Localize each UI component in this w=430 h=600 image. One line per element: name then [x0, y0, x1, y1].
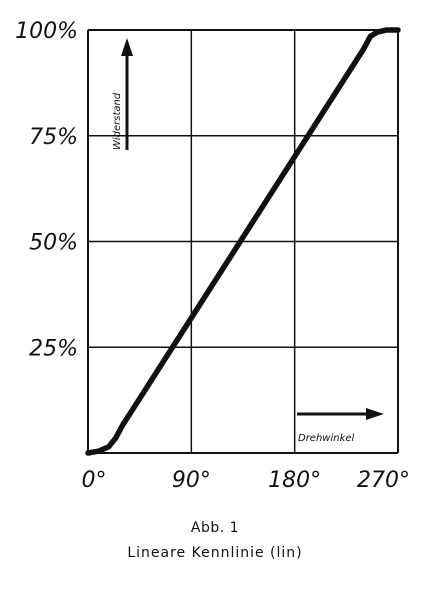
x-axis-arrow-head [366, 408, 384, 420]
x-tick-label: 90° [172, 468, 211, 493]
y-tick-label: 100% [15, 19, 78, 44]
grid [87, 29, 399, 454]
x-tick-labels: 0° 90° 180° 270° [82, 468, 411, 493]
x-axis-label: Drehwinkel [298, 433, 355, 444]
y-axis-label-group: Widerstand [112, 38, 133, 150]
curve-line [85, 27, 401, 456]
x-tick-label: 180° [268, 468, 321, 493]
y-axis-label: Widerstand [112, 92, 123, 150]
x-tick-label: 0° [82, 468, 107, 493]
y-tick-label: 25% [29, 336, 78, 361]
y-tick-labels: 25% 50% 75% 100% [15, 19, 78, 361]
figure-number: Abb. 1 [190, 520, 240, 536]
x-tick-label: 270° [357, 468, 410, 493]
y-tick-label: 50% [29, 231, 78, 256]
y-tick-label: 75% [29, 125, 78, 150]
x-axis-label-group: Drehwinkel [297, 408, 384, 444]
figure-title: Lineare Kennlinie (lin) [127, 545, 303, 561]
y-axis-arrow-head [121, 38, 133, 56]
curve-layer [85, 27, 401, 456]
